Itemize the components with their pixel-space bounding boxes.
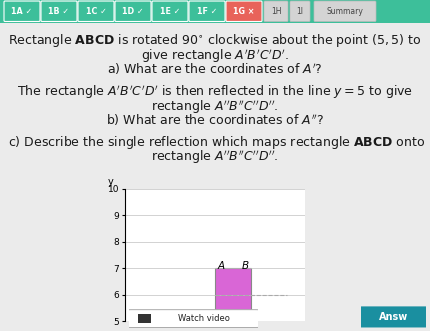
- Text: 1A ✓: 1A ✓: [11, 7, 33, 16]
- Text: Watch video: Watch video: [178, 314, 230, 323]
- Text: 1H: 1H: [271, 7, 281, 16]
- Text: 1D ✓: 1D ✓: [122, 7, 144, 16]
- Text: Answ: Answ: [379, 311, 408, 321]
- FancyBboxPatch shape: [152, 1, 188, 22]
- FancyBboxPatch shape: [78, 1, 114, 22]
- Text: 1I: 1I: [297, 7, 304, 16]
- Bar: [215, 268, 251, 321]
- Text: rectangle $A''B''C''D''$.: rectangle $A''B''C''D''$.: [151, 98, 279, 116]
- Text: A: A: [218, 261, 225, 271]
- FancyBboxPatch shape: [126, 310, 261, 327]
- FancyBboxPatch shape: [314, 1, 376, 22]
- Bar: [138, 314, 151, 323]
- Text: 1F ✓: 1F ✓: [197, 7, 217, 16]
- Text: a) What are the coordinates of $A'$?: a) What are the coordinates of $A'$?: [107, 61, 323, 77]
- Text: b) What are the coordinates of $A''$?: b) What are the coordinates of $A''$?: [106, 112, 324, 127]
- FancyBboxPatch shape: [115, 1, 151, 22]
- FancyBboxPatch shape: [290, 1, 310, 22]
- Text: rectangle $A''B''C''D''$.: rectangle $A''B''C''D''$.: [151, 149, 279, 166]
- Text: y: y: [108, 177, 113, 187]
- Text: 1G ×: 1G ×: [233, 7, 255, 16]
- Text: 1E ✓: 1E ✓: [160, 7, 180, 16]
- Text: The rectangle $A'B'C'D'$ is then reflected in the line $y = 5$ to give: The rectangle $A'B'C'D'$ is then reflect…: [17, 83, 413, 101]
- FancyBboxPatch shape: [226, 1, 262, 22]
- Text: Rectangle $\mathbf{ABCD}$ is rotated $90^{\circ}$ clockwise about the point $(5,: Rectangle $\mathbf{ABCD}$ is rotated $90…: [8, 32, 422, 49]
- Text: B: B: [241, 261, 249, 271]
- Text: 1C ✓: 1C ✓: [86, 7, 107, 16]
- Text: give rectangle $A'B'C'D'$.: give rectangle $A'B'C'D'$.: [141, 47, 289, 65]
- FancyBboxPatch shape: [359, 307, 428, 327]
- FancyBboxPatch shape: [189, 1, 225, 22]
- FancyBboxPatch shape: [264, 1, 288, 22]
- Text: c) Describe the single reflection which maps rectangle $\mathbf{ABCD}$ onto: c) Describe the single reflection which …: [8, 134, 425, 151]
- Text: 1B ✓: 1B ✓: [49, 7, 70, 16]
- FancyBboxPatch shape: [41, 1, 77, 22]
- Text: Summary: Summary: [326, 7, 363, 16]
- FancyBboxPatch shape: [4, 1, 40, 22]
